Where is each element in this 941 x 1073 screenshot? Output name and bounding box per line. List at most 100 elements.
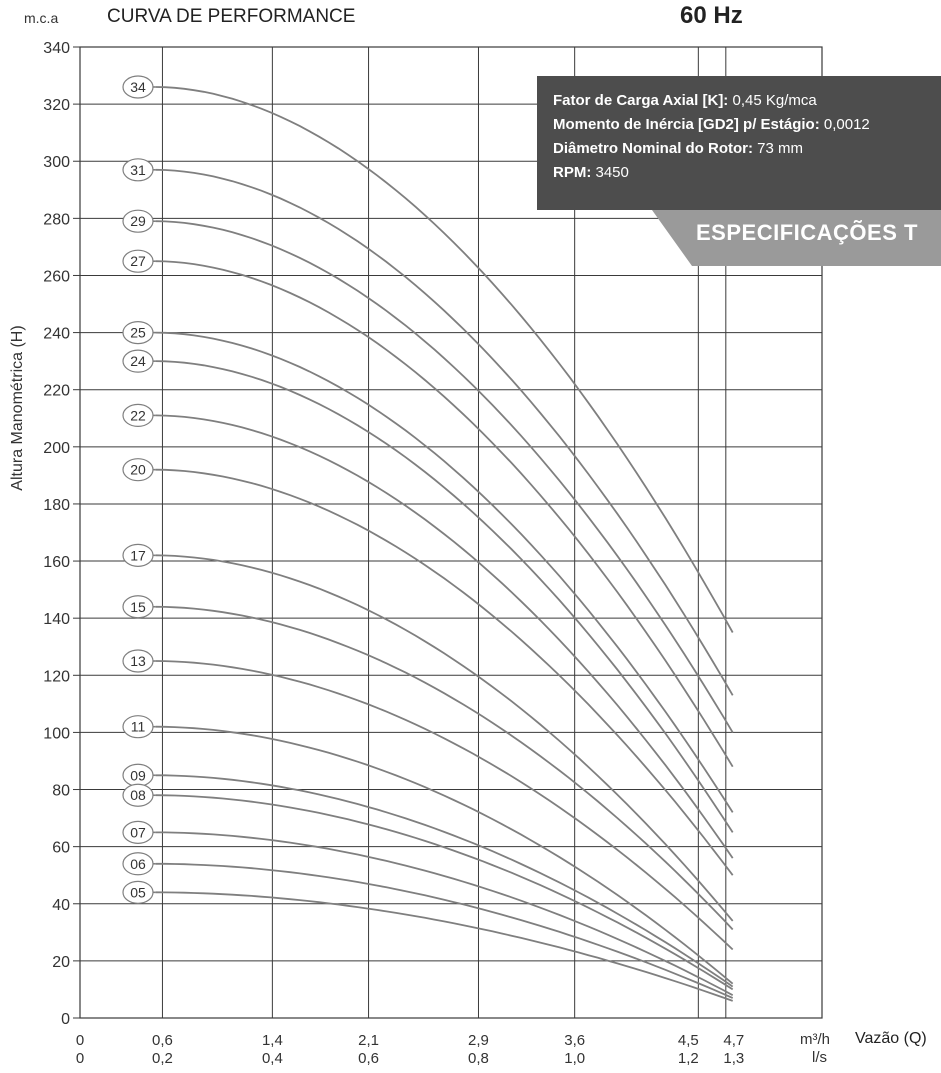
frequency-label: 60 Hz	[680, 2, 743, 29]
y-tick-label: 80	[52, 783, 70, 800]
stage-bubble	[122, 649, 154, 673]
stage-label: 34	[130, 79, 146, 95]
stage-bubble	[122, 543, 154, 567]
stage-bubble	[122, 320, 154, 345]
curve-stage-08	[155, 794, 734, 991]
stage-label: 22	[130, 407, 146, 423]
y-tick-label: 300	[43, 154, 70, 171]
stage-bubble	[122, 852, 154, 876]
label-layer: 34 31 29 27 25 24 22 20 17 15 13 11 09 08 07 06 05	[122, 75, 156, 904]
stage-bubble	[122, 209, 154, 233]
x-tick-label-m3h: 4,7	[723, 1032, 744, 1049]
stage-bubble	[122, 403, 154, 428]
curve-stage-17	[155, 554, 734, 922]
y-tick-label: 260	[43, 268, 70, 285]
stage-bubble	[122, 715, 154, 739]
y-tick-label: 160	[43, 554, 70, 571]
stage-label: 11	[131, 719, 146, 735]
stage-label: 07	[130, 824, 146, 840]
curve-stage-29	[155, 220, 734, 733]
x-unit-primary: m³/h	[800, 1031, 830, 1048]
curve-stage-31	[155, 168, 734, 696]
x-tick-label-ls: 1,0	[564, 1050, 585, 1067]
curve-stage-25	[155, 331, 734, 813]
curve-stage-20	[155, 468, 734, 876]
stage-bubble	[122, 249, 154, 273]
stage-bubble	[122, 595, 154, 619]
x-tick-label-m3h: 4,5	[678, 1032, 699, 1049]
plot-frame	[79, 46, 823, 1019]
x-tick-label-ls: 1,3	[723, 1050, 744, 1067]
stage-label: 05	[130, 884, 146, 900]
stage-label: 25	[130, 325, 146, 341]
curve-stage-24	[155, 360, 734, 833]
stage-label: 20	[130, 462, 146, 478]
x-tick-label-m3h: 0	[76, 1032, 84, 1049]
stage-label: 06	[130, 856, 146, 872]
curve-stage-13	[155, 660, 734, 951]
stage-bubble	[122, 783, 154, 807]
spec-line-axial-load: Fator de Carga Axial [K]: 0,45 Kg/mca	[553, 92, 817, 109]
x-tick-label-m3h: 3,6	[564, 1032, 585, 1049]
chart-title: CURVA DE PERFORMANCE	[107, 6, 356, 27]
stage-bubble	[122, 458, 154, 482]
stage-bubble	[122, 349, 154, 373]
stage-bubble	[122, 158, 154, 182]
curve-layer	[155, 86, 734, 1002]
curve-stage-22	[155, 414, 734, 859]
x-tick-label-ls: 0,2	[152, 1050, 173, 1067]
x-unit-secondary: l/s	[812, 1049, 827, 1066]
spec-tab: ESPECIFICAÇÕES T	[652, 210, 941, 266]
stage-label: 27	[130, 253, 146, 269]
curve-stage-06	[155, 862, 734, 999]
curve-stage-09	[155, 774, 734, 988]
stage-label: 24	[130, 353, 146, 369]
spec-box: Fator de Carga Axial [K]: 0,45 Kg/mca Mo…	[537, 76, 941, 210]
x-axis-title: Vazão (Q)	[855, 1030, 927, 1047]
y-tick-label: 320	[43, 97, 70, 114]
stage-bubble	[122, 75, 154, 99]
axis-layer: 0204060801001201401601802002202402602803…	[43, 40, 744, 1067]
y-tick-label: 120	[43, 668, 70, 685]
y-tick-label: 100	[43, 725, 70, 742]
stage-bubble	[122, 820, 154, 844]
x-tick-label-m3h: 2,1	[358, 1032, 379, 1049]
stage-label: 08	[130, 787, 146, 803]
curve-stage-07	[155, 831, 734, 996]
stage-label: 09	[130, 767, 146, 783]
spec-line-rotor-diameter: Diâmetro Nominal do Rotor: 73 mm	[553, 140, 804, 157]
y-unit-label: m.c.a	[24, 10, 59, 26]
curve-stage-11	[155, 725, 734, 985]
y-tick-label: 340	[43, 40, 70, 57]
y-tick-label: 240	[43, 326, 70, 343]
y-tick-label: 60	[52, 840, 70, 857]
y-tick-label: 220	[43, 383, 70, 400]
x-tick-label-ls: 0,8	[468, 1050, 489, 1067]
stage-label: 17	[130, 547, 146, 563]
x-tick-label-m3h: 2,9	[468, 1032, 489, 1049]
spec-line-rpm: RPM: 3450	[553, 164, 629, 181]
x-tick-label-ls: 1,2	[678, 1050, 699, 1067]
x-tick-label-ls: 0	[76, 1050, 84, 1067]
y-tick-label: 0	[61, 1011, 70, 1028]
spec-tab-label: ESPECIFICAÇÕES T	[696, 220, 918, 245]
stage-label: 31	[130, 162, 146, 178]
x-tick-label-m3h: 0,6	[152, 1032, 173, 1049]
stage-bubble	[122, 880, 154, 904]
stage-label: 29	[130, 213, 146, 229]
y-tick-label: 20	[52, 954, 70, 971]
curve-stage-34	[155, 86, 734, 633]
y-tick-label: 140	[43, 611, 70, 628]
x-tick-label-ls: 0,4	[262, 1050, 283, 1067]
spec-line-inertia: Momento de Inércia [GD2] p/ Estágio: 0,0…	[553, 116, 870, 133]
y-tick-label: 200	[43, 440, 70, 457]
curve-stage-15	[155, 605, 734, 931]
stage-label: 15	[130, 599, 146, 615]
curve-stage-27	[155, 260, 734, 768]
y-tick-label: 280	[43, 211, 70, 228]
y-tick-label: 40	[52, 897, 70, 914]
x-tick-label-m3h: 1,4	[262, 1032, 283, 1049]
y-tick-label: 180	[43, 497, 70, 514]
curve-stage-05	[155, 891, 734, 1002]
